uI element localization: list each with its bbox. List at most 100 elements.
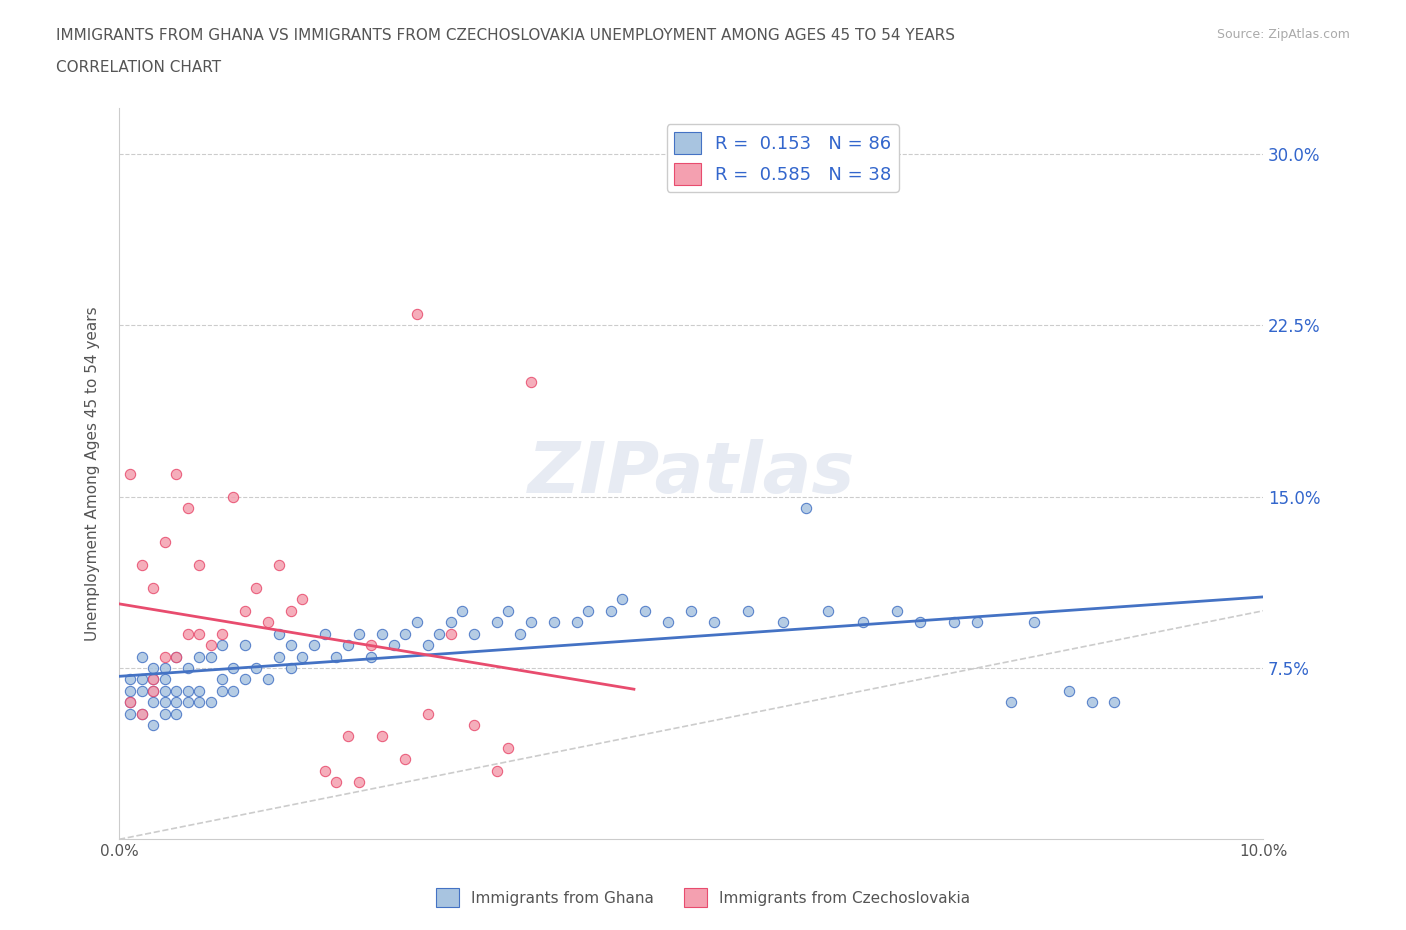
Point (120, 671, 142, 686)
Point (291, 591, 314, 606)
Point (131, 649, 153, 664)
Point (120, 695, 142, 710)
Point (142, 684, 165, 698)
Point (394, 752, 416, 767)
Point (153, 671, 176, 686)
Point (245, 580, 267, 595)
Point (188, 626, 211, 641)
Point (360, 649, 382, 664)
Point (165, 706, 187, 721)
Point (612, 591, 634, 606)
Point (269, 649, 291, 664)
Point (291, 649, 314, 664)
Point (496, 740, 519, 755)
Point (165, 649, 187, 664)
Point (405, 615, 427, 630)
Point (269, 558, 291, 573)
Point (200, 695, 222, 710)
Point (222, 684, 245, 698)
Point (188, 684, 211, 698)
Point (703, 615, 725, 630)
Point (153, 535, 176, 550)
Point (794, 500, 817, 515)
Point (314, 764, 336, 778)
Point (440, 626, 463, 641)
Point (120, 695, 142, 710)
Point (485, 615, 508, 630)
Point (120, 706, 142, 721)
Point (256, 615, 278, 630)
Point (336, 638, 359, 653)
Point (142, 684, 165, 698)
Point (176, 695, 198, 710)
Point (657, 615, 679, 630)
Point (142, 671, 165, 686)
Point (153, 706, 176, 721)
Point (382, 638, 405, 653)
Point (565, 615, 588, 630)
Point (269, 626, 291, 641)
Point (280, 660, 302, 675)
Point (520, 375, 543, 390)
Point (245, 660, 267, 675)
Point (200, 649, 222, 664)
Point (176, 660, 198, 675)
Point (1024, 615, 1046, 630)
Point (120, 466, 142, 481)
Point (817, 604, 839, 618)
Y-axis label: Unemployment Among Ages 45 to 54 years: Unemployment Among Ages 45 to 54 years (86, 306, 100, 641)
Point (852, 615, 875, 630)
Point (302, 638, 325, 653)
Point (165, 684, 187, 698)
Point (131, 706, 153, 721)
Point (188, 649, 211, 664)
Point (451, 604, 474, 618)
Point (463, 626, 485, 641)
Point (634, 604, 657, 618)
Point (222, 660, 245, 675)
Point (737, 604, 759, 618)
Point (142, 660, 165, 675)
Point (772, 615, 794, 630)
Point (416, 638, 439, 653)
Point (165, 695, 187, 710)
Point (1000, 695, 1022, 710)
Point (280, 638, 302, 653)
Point (120, 684, 142, 698)
Point (233, 604, 256, 618)
Point (131, 684, 153, 698)
Point (1104, 695, 1126, 710)
Point (360, 638, 382, 653)
Point (153, 649, 176, 664)
Point (520, 615, 543, 630)
Point (485, 764, 508, 778)
Point (176, 500, 198, 515)
Point (349, 775, 371, 790)
Point (886, 604, 908, 618)
Point (1057, 684, 1080, 698)
Point (165, 649, 187, 664)
Point (200, 638, 222, 653)
Point (371, 729, 394, 744)
Point (405, 306, 427, 321)
Point (153, 660, 176, 675)
Point (440, 615, 463, 630)
Point (153, 684, 176, 698)
Point (188, 558, 211, 573)
Point (153, 695, 176, 710)
Point (429, 626, 451, 641)
Point (211, 684, 233, 698)
Text: CORRELATION CHART: CORRELATION CHART (56, 60, 221, 75)
Point (233, 671, 256, 686)
Point (256, 671, 278, 686)
Text: ZIPatlas: ZIPatlas (527, 439, 855, 508)
Point (681, 604, 703, 618)
Point (325, 649, 347, 664)
Point (966, 615, 988, 630)
Point (543, 615, 565, 630)
Point (176, 684, 198, 698)
Point (233, 638, 256, 653)
Point (188, 695, 211, 710)
Point (496, 604, 519, 618)
Point (908, 615, 931, 630)
